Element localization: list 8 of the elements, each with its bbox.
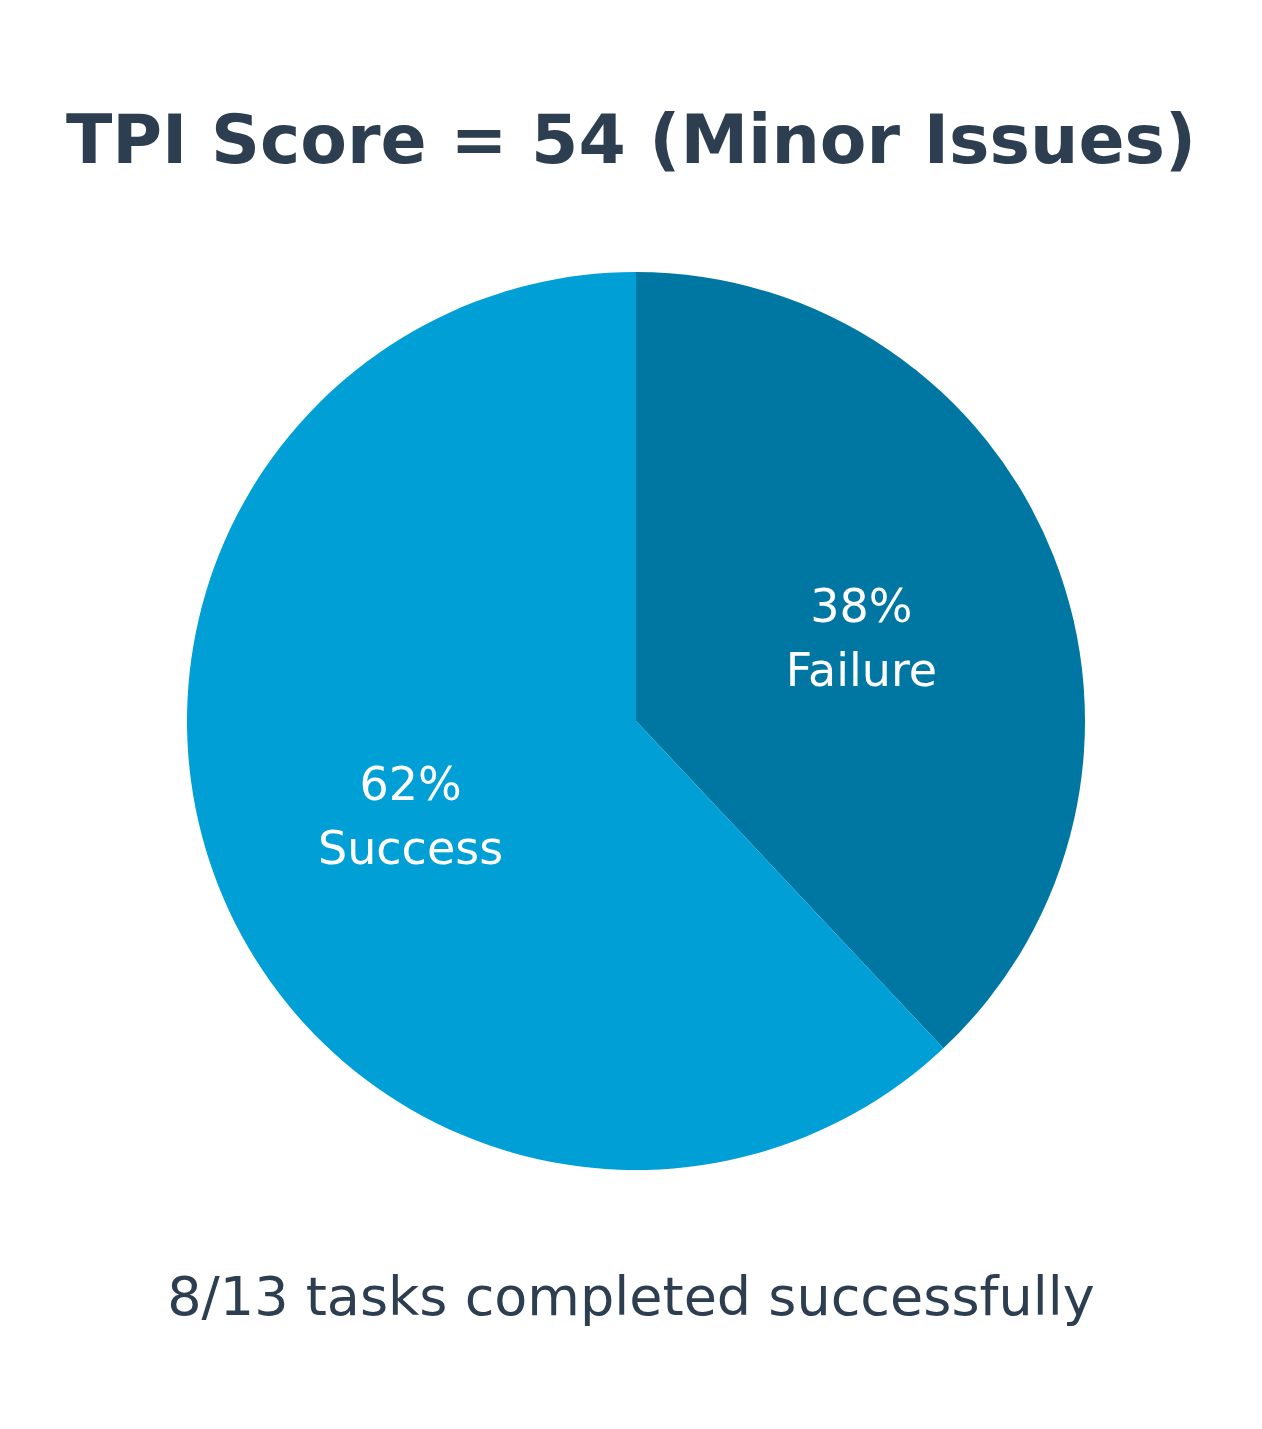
data-label: 62%: [359, 757, 462, 812]
pie-slice: [187, 272, 944, 1170]
pie-slice: [636, 272, 1085, 1049]
slice-label: Failure: [785, 642, 938, 697]
data-label: 38%: [810, 578, 913, 633]
chart-title: TPI Score = 54 (Minor Issues): [64, 100, 1198, 179]
text: 8/13 tasks completed successfully: [166, 1265, 1096, 1328]
slice-label: Success: [317, 821, 504, 876]
